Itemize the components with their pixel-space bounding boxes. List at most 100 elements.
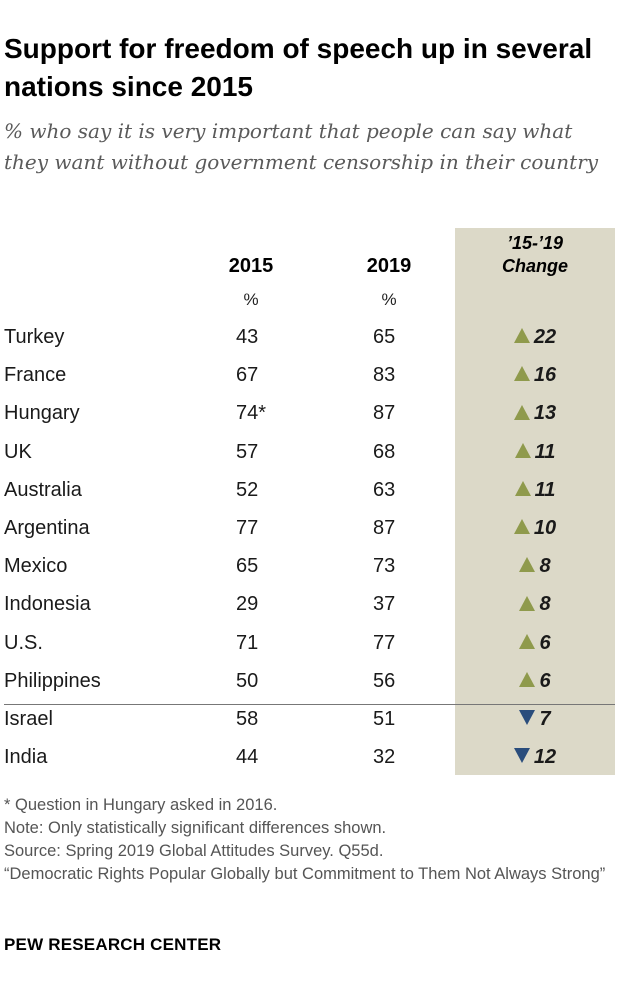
change-value: 16 [455,364,615,386]
country-label: France [4,364,67,387]
column-header-2019: 2019 [366,255,412,277]
value-2019: 56 [373,669,396,692]
change-number: 12 [533,746,557,769]
country-label: U.S. [4,631,43,654]
change-number: 22 [533,326,557,348]
value-2015: 43 [236,326,259,348]
value-2015: 65 [236,555,259,578]
country-label: India [4,746,48,769]
up-triangle-icon [513,404,530,420]
change-number: 8 [539,555,551,578]
change-value: 11 [455,479,615,501]
value-2015: 57 [236,440,259,463]
change-value: 7 [455,708,615,730]
value-2019: 51 [373,708,396,730]
value-2015: 67 [236,364,259,387]
table-row: U.S. 71 77 6 [0,624,620,662]
table-row: France 67 83 16 [0,356,620,394]
up-triangle-icon [513,366,530,382]
chart-subtitle: % who say it is very important that peop… [4,119,599,174]
change-number: 7 [539,708,551,730]
change-number: 8 [539,593,551,616]
country-label: Mexico [4,555,68,578]
value-2015: 77 [236,517,259,539]
up-triangle-icon [514,481,531,497]
down-triangle-icon [519,710,536,726]
unit-label-2015: % [243,290,259,309]
up-triangle-icon [513,328,530,344]
change-number: 6 [539,631,551,654]
group-divider [4,704,615,705]
value-2019: 83 [373,364,396,387]
table-row: Israel 58 51 7 [0,700,620,738]
table-row: Australia 52 63 11 [0,471,620,509]
note-asterisk: * Question in Hungary asked in 2016. [4,796,278,814]
up-triangle-icon [519,557,536,573]
value-2015: 71 [236,631,259,654]
pew-logo-text: PEW RESEARCH CENTER [4,935,222,954]
value-2019: 68 [373,440,396,463]
value-2019: 65 [373,326,396,348]
up-triangle-icon [519,672,536,688]
column-header-change: ’15-’19 Change [455,232,615,278]
value-2019: 37 [373,593,396,616]
table-row: UK 57 68 11 [0,433,620,471]
table-row: Mexico 65 73 8 [0,547,620,585]
change-value: 8 [455,593,615,615]
change-number: 13 [533,402,557,425]
up-triangle-icon [513,519,530,535]
country-label: Turkey [4,326,65,348]
unit-label-2019: % [381,290,397,309]
note-significance: Note: Only statistically significant dif… [4,819,387,837]
table-row: Philippines 50 56 6 [0,662,620,700]
change-value: 11 [455,441,615,463]
table-row: Argentina 77 87 10 [0,509,620,547]
value-2019: 87 [373,402,396,425]
country-label: Argentina [4,517,90,539]
change-value: 12 [455,746,615,768]
value-2015: 58 [236,708,259,730]
note-report-title: “Democratic Rights Popular Globally but … [4,865,606,883]
country-label: Australia [4,478,82,501]
column-header-2015: 2015 [228,255,274,277]
up-triangle-icon [519,633,536,649]
note-source: Source: Spring 2019 Global Attitudes Sur… [4,842,384,860]
change-number: 11 [534,440,556,463]
table-row: India 44 32 12 [0,738,620,776]
country-label: UK [4,440,32,463]
change-value: 8 [455,555,615,577]
change-value: 10 [455,517,615,539]
value-2019: 63 [373,478,396,501]
change-number: 6 [539,669,551,692]
value-2015: 50 [236,669,259,692]
change-value: 13 [455,402,615,424]
up-triangle-icon [519,595,536,611]
down-triangle-icon [513,748,530,764]
value-2019: 87 [373,517,396,539]
table-row: Hungary 74* 87 13 [0,394,620,432]
change-value: 22 [455,326,615,348]
value-2015: 29 [236,593,259,616]
country-label: Israel [4,708,53,730]
value-2019: 73 [373,555,396,578]
chart-title: Support for freedom of speech up in seve… [4,33,593,102]
change-value: 6 [455,632,615,654]
table-row: Indonesia 29 37 8 [0,585,620,623]
value-2015: 74* [236,402,267,425]
table-row: Turkey 43 65 22 [0,318,620,356]
change-number: 10 [533,517,557,539]
country-label: Indonesia [4,593,91,616]
value-2015: 44 [236,746,259,769]
value-2019: 77 [373,631,396,654]
change-value: 6 [455,670,615,692]
country-label: Hungary [4,402,80,425]
value-2015: 52 [236,478,259,501]
up-triangle-icon [514,442,531,458]
column-header-change-line1: ’15-’19 [506,233,564,253]
change-number: 11 [534,478,556,501]
change-number: 16 [533,364,557,387]
value-2019: 32 [373,746,396,769]
column-header-change-line2: Change [501,256,568,276]
notes: * Question in Hungary asked in 2016. Not… [4,794,614,886]
country-label: Philippines [4,669,101,692]
